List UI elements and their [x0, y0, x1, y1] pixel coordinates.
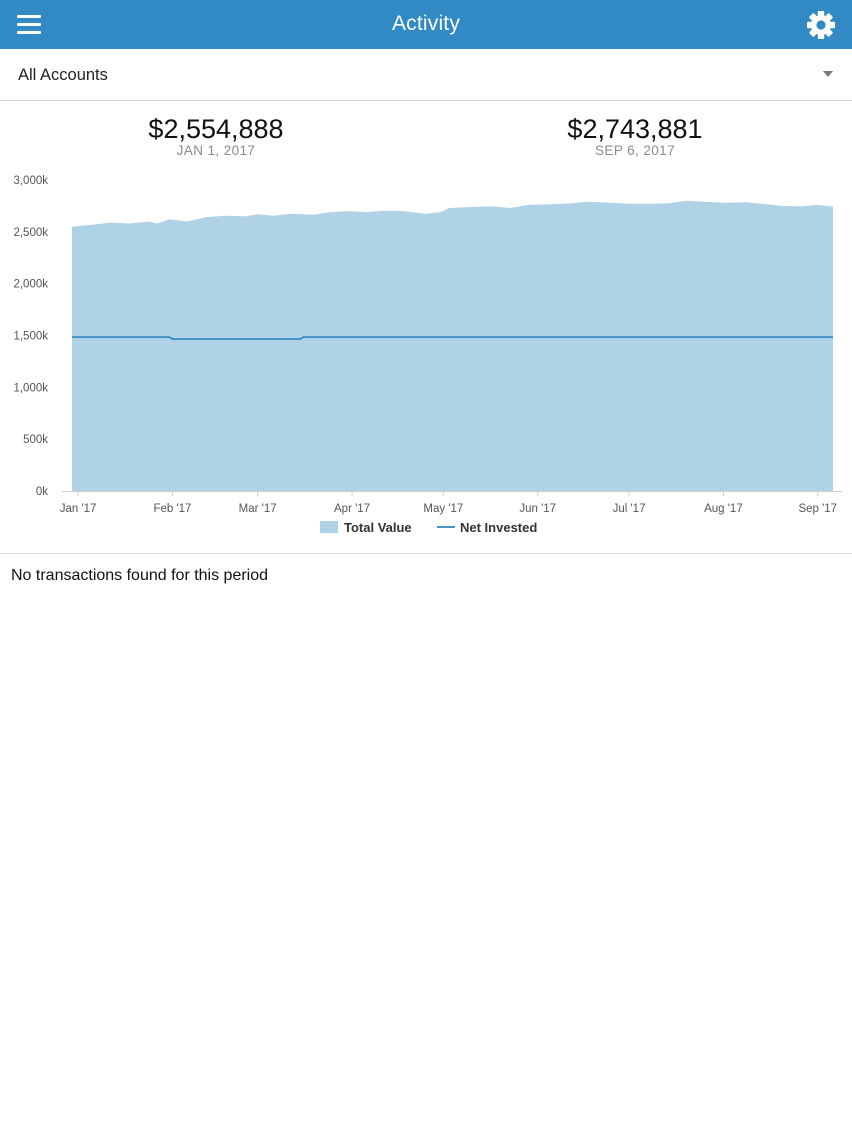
x-tick-label: Apr '17: [334, 503, 370, 515]
x-tick-label: Jun '17: [519, 503, 556, 515]
y-tick-label: 1,000k: [13, 382, 48, 394]
y-tick-label: 0k: [36, 486, 48, 498]
gear-icon[interactable]: [806, 10, 836, 40]
x-tick-label: Jul '17: [613, 503, 646, 515]
account-selector-label: All Accounts: [18, 66, 108, 84]
end-date: SEP 6, 2017: [595, 143, 675, 158]
x-tick-label: Aug '17: [704, 503, 743, 515]
hamburger-menu-icon[interactable]: [17, 15, 41, 34]
x-tick-label: Jan '17: [60, 503, 97, 515]
series-net-invested-line: [72, 336, 833, 340]
divider: [0, 553, 852, 554]
y-tick-label: 3,000k: [13, 175, 48, 187]
x-tick-label: Mar '17: [239, 503, 277, 515]
x-tick-label: Feb '17: [153, 503, 191, 515]
y-tick-label: 2,000k: [13, 279, 48, 291]
top-app-bar: Activity: [0, 0, 852, 49]
activity-chart: 0k 500k 1,000k 1,500k 2,000k 2,500k 3,000k Jan …: [13, 175, 842, 535]
start-summary: $2,554,888 JAN 1, 2017: [86, 114, 346, 157]
end-amount: $2,743,881: [567, 114, 703, 144]
y-tick-label: 2,500k: [13, 227, 48, 239]
legend-total-value-label: Total Value: [344, 520, 412, 535]
legend-total-value-swatch: [320, 521, 338, 533]
legend-net-invested-label: Net Invested: [460, 520, 537, 535]
y-tick-label: 500k: [23, 434, 48, 446]
end-summary: $2,743,881 SEP 6, 2017: [505, 114, 765, 157]
x-tick-label: May '17: [423, 503, 463, 515]
start-date: JAN 1, 2017: [176, 143, 256, 158]
y-tick-label: 1,500k: [13, 331, 48, 343]
account-selector[interactable]: All Accounts: [0, 49, 852, 101]
caret-down-icon: [823, 71, 833, 77]
page-title: Activity: [391, 12, 461, 35]
x-tick-label: Sep '17: [798, 503, 837, 515]
series-total-value-area: [72, 200, 833, 491]
start-amount: $2,554,888: [148, 114, 284, 144]
empty-transactions-message: No transactions found for this period: [11, 567, 269, 584]
